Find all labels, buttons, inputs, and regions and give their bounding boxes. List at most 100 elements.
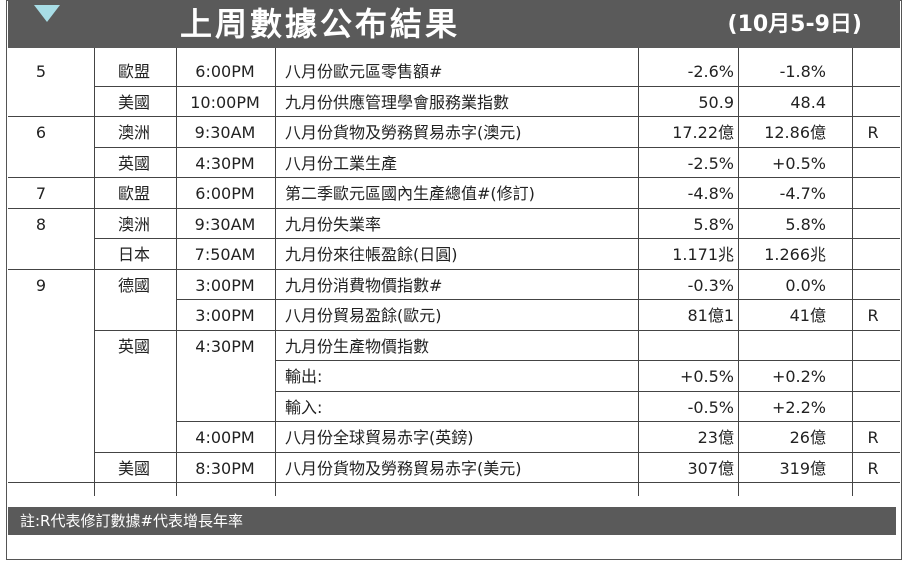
time-cell: 6:00PM [195,62,255,81]
country-cell: 美國 [117,92,150,112]
previous-cell: 5.8% [785,214,826,234]
row-divider [94,86,900,87]
row-divider [94,147,900,148]
previous-cell: 12.86億 [764,123,826,142]
revised-flag-cell [853,271,893,301]
actual-cell: -4.8% [687,184,734,203]
header-bar: 上周數據公布結果 (10月5-9日) [8,0,900,48]
country-cell: 德國 [117,275,150,295]
row-divider [8,269,900,270]
time-cell: 4:30PM [195,336,255,356]
column-divider [852,48,853,496]
previous-cell: -1.8% [779,62,826,81]
footnote: 註:R代表修訂數據#代表增長年率 [8,507,896,535]
day-cell [26,393,56,423]
page-title: 上周數據公布結果 [180,5,461,43]
day-cell: 7 [35,184,47,203]
row-divider [8,208,900,209]
row-divider [8,177,900,178]
day-cell: 9 [35,275,47,295]
day-cell: 5 [35,62,47,81]
previous-cell: 48.4 [790,92,826,112]
time-cell: 3:00PM [195,306,255,325]
row-divider [275,360,900,361]
country-cell: 歐盟 [117,62,150,81]
revised-flag-cell [853,179,893,209]
previous-cell: -4.7% [779,184,826,203]
previous-cell: +2.2% [771,397,826,417]
actual-cell: 1.171兆 [672,245,734,264]
actual-cell: -0.5% [687,397,734,417]
previous-cell [738,332,826,362]
item-cell: 九月份來往帳盈餘(日圓) [285,245,458,264]
day-cell [26,301,56,331]
day-cell [26,362,56,392]
day-cell: 8 [35,214,47,234]
time-cell: 9:30AM [194,123,256,142]
country-cell: 日本 [117,245,150,264]
day-cell: 6 [35,123,47,142]
actual-cell: 307億 [687,458,734,478]
item-cell: 八月份貿易盈餘(歐元) [285,306,442,325]
revised-flag-cell [853,332,893,362]
actual-cell: 81億1 [687,306,734,325]
item-cell: 九月份消費物價指數# [285,275,443,295]
actual-cell: 50.9 [698,92,734,112]
column-divider [176,48,177,496]
item-cell: 八月份貨物及勞務貿易赤字(澳元) [285,123,522,142]
previous-cell: 319億 [779,458,826,478]
revised-flag-cell [853,393,893,423]
row-divider [275,391,900,392]
row-divider [94,238,900,239]
time-cell: 6:00PM [195,184,255,203]
row-divider [176,421,900,422]
country-cell: 澳洲 [117,214,150,234]
previous-cell: +0.2% [771,367,826,386]
actual-cell: +0.5% [679,367,734,386]
row-divider [8,482,900,483]
item-cell: 八月份歐元區零售額# [285,62,443,81]
item-cell: 第二季歐元區國內生產總值#(修訂) [285,184,535,203]
revised-flag-cell [853,362,893,392]
actual-cell: -0.3% [687,275,734,295]
time-cell: 4:30PM [195,153,255,173]
country-cell: 歐盟 [117,184,150,203]
time-cell: 8:30PM [195,458,255,478]
time-cell: 4:00PM [195,428,255,447]
row-divider [8,116,900,117]
item-cell: 輸出: [285,367,323,386]
actual-cell: 17.22億 [672,123,734,142]
triangle-icon [34,5,60,22]
revised-flag-cell [853,210,893,240]
item-cell: 八月份全球貿易赤字(英鎊) [285,428,474,447]
item-cell: 八月份貨物及勞務貿易赤字(美元) [285,458,522,478]
item-cell: 九月份失業率 [285,214,382,234]
column-divider [94,48,95,496]
country-cell: 澳洲 [117,123,150,142]
previous-cell: 41億 [789,306,826,325]
revised-flag-cell: R [867,458,879,478]
item-cell: 八月份工業生產 [285,153,398,173]
country-cell [95,393,173,423]
actual-cell: -2.6% [687,62,734,81]
row-divider [94,452,900,453]
revised-flag-cell [853,88,893,118]
date-range: (10月5-9日) [727,12,862,37]
actual-cell: 5.8% [693,214,734,234]
country-cell: 美國 [117,458,150,478]
row-divider [94,330,900,331]
time-cell: 7:50AM [194,245,256,264]
row-divider [176,299,900,300]
column-divider [738,48,739,496]
column-divider [275,48,276,496]
previous-cell: 0.0% [785,275,826,295]
country-cell: 英國 [117,153,150,173]
actual-cell: 23億 [697,428,734,447]
previous-cell: 26億 [789,428,826,447]
previous-cell: 1.266兆 [764,245,826,264]
item-cell: 輸入: [285,397,323,417]
time-cell [176,362,274,392]
time-cell: 9:30AM [194,214,256,234]
day-cell [26,332,56,362]
country-cell [95,362,173,392]
